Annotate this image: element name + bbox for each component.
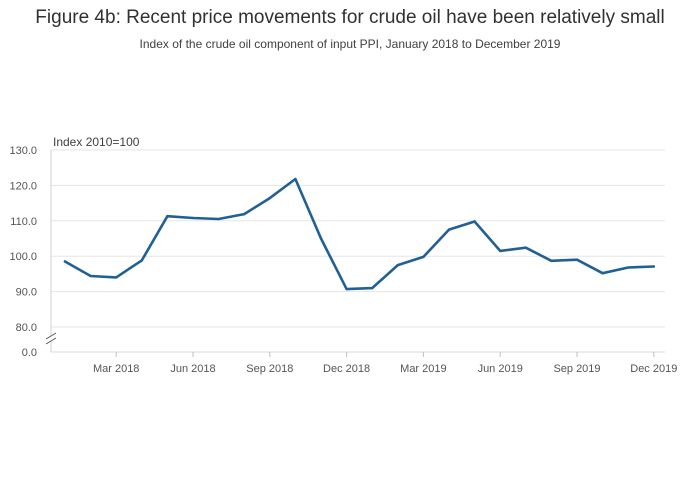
chart-title: Figure 4b: Recent price movements for cr… <box>35 7 665 28</box>
data-point <box>422 255 425 259</box>
data-point <box>140 259 143 262</box>
y-tick-label: 120.0 <box>9 180 37 192</box>
data-point <box>601 271 604 275</box>
data-point <box>345 287 348 291</box>
data-point <box>89 274 92 278</box>
data-point <box>473 220 476 223</box>
data-point <box>191 216 195 220</box>
data-point <box>652 265 655 268</box>
data-point <box>63 260 67 263</box>
data-point <box>166 214 169 218</box>
y-break-label: 0.0 <box>22 347 37 359</box>
data-point <box>115 276 118 279</box>
data-point <box>575 258 579 261</box>
x-tick-label: Mar 2019 <box>400 363 446 375</box>
data-point <box>396 263 399 267</box>
data-point <box>447 228 451 231</box>
data-point <box>371 286 374 290</box>
chart-subtitle: Index of the crude oil component of inpu… <box>139 37 561 51</box>
y-tick-label: 100.0 <box>9 251 37 263</box>
data-point <box>499 249 502 253</box>
data-point <box>319 237 323 240</box>
y-tick-label: 90.0 <box>16 287 37 299</box>
y-tick-label: 130.0 <box>9 145 37 157</box>
data-point <box>217 217 220 221</box>
data-point <box>243 212 246 216</box>
x-tick-label: Sep 2019 <box>553 363 600 375</box>
axis-break-mark <box>45 332 57 340</box>
x-tick-label: Dec 2018 <box>323 363 370 375</box>
axis-break-mark <box>45 337 57 345</box>
series-line <box>63 177 656 291</box>
x-tick-label: Sep 2018 <box>246 363 293 375</box>
x-tick-label: Jun 2018 <box>170 363 215 375</box>
x-tick-label: Jun 2019 <box>478 363 523 375</box>
y-tick-label: 110.0 <box>10 216 37 228</box>
data-point <box>550 259 553 263</box>
data-point <box>294 177 297 181</box>
x-tick-label: Mar 2018 <box>93 363 139 375</box>
axis-break-gap <box>45 335 57 341</box>
data-point <box>268 196 271 200</box>
y-tick-label: 80.0 <box>16 322 37 334</box>
data-point <box>627 266 630 269</box>
data-point <box>524 246 527 249</box>
y-axis-unit-label: Index 2010=100 <box>53 135 140 149</box>
x-tick-label: Dec 2019 <box>630 363 677 375</box>
